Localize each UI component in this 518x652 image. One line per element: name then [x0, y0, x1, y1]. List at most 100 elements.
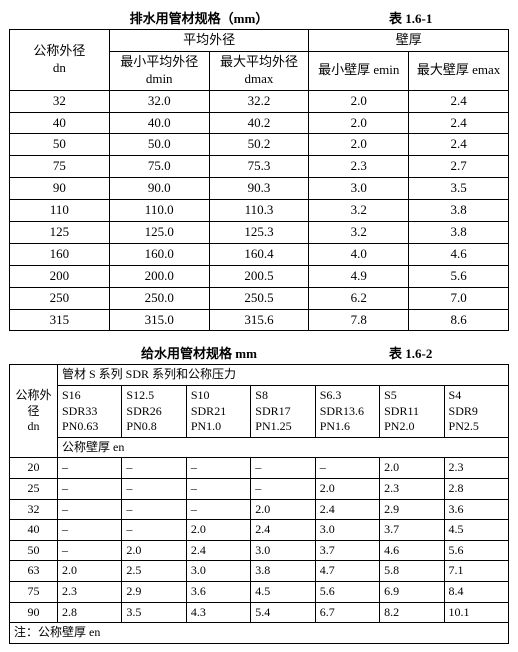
t2-footnote: 注：公称壁厚 en	[10, 623, 509, 644]
cell-dn: 25	[10, 479, 58, 500]
cell-emax: 2.7	[409, 156, 509, 178]
table-row: 200200.0200.54.95.6	[10, 265, 509, 287]
t2-series-header: S12.5SDR26PN0.8	[122, 386, 186, 438]
cell-value: 6.9	[380, 582, 444, 603]
cell-value: 2.4	[315, 499, 379, 520]
cell-dn: 110	[10, 200, 110, 222]
cell-dn: 200	[10, 265, 110, 287]
cell-emax: 3.5	[409, 178, 509, 200]
cell-dn: 75	[10, 156, 110, 178]
cell-emax: 4.6	[409, 243, 509, 265]
cell-value: 5.8	[380, 561, 444, 582]
cell-dmin: 90.0	[109, 178, 209, 200]
cell-value: –	[122, 499, 186, 520]
cell-value: 4.7	[315, 561, 379, 582]
cell-value: 3.7	[380, 520, 444, 541]
cell-dmin: 50.0	[109, 134, 209, 156]
cell-emin: 4.0	[309, 243, 409, 265]
cell-dmin: 160.0	[109, 243, 209, 265]
cell-value: 2.0	[315, 479, 379, 500]
t2-series-header: S6.3SDR13.6PN1.6	[315, 386, 379, 438]
cell-emax: 3.8	[409, 200, 509, 222]
t1-header-avg: 平均外径	[109, 30, 309, 52]
cell-value: 2.4	[186, 540, 250, 561]
table1: 公称外径 dn 平均外径 壁厚 最小平均外径 dmin 最大平均外径 dmax …	[9, 29, 509, 331]
cell-value: 2.8	[444, 479, 508, 500]
cell-value: 3.0	[186, 561, 250, 582]
table-row: 20–––––2.02.3	[10, 458, 509, 479]
cell-value: 2.9	[380, 499, 444, 520]
cell-dmax: 75.3	[209, 156, 309, 178]
cell-value: –	[122, 458, 186, 479]
cell-value: –	[122, 520, 186, 541]
cell-dn: 63	[10, 561, 58, 582]
cell-dmax: 315.6	[209, 309, 309, 331]
cell-dmin: 75.0	[109, 156, 209, 178]
cell-dmax: 50.2	[209, 134, 309, 156]
cell-emin: 2.0	[309, 134, 409, 156]
cell-value: 3.6	[444, 499, 508, 520]
table-row: 4040.040.22.02.4	[10, 112, 509, 134]
cell-dmin: 250.0	[109, 287, 209, 309]
cell-dn: 75	[10, 582, 58, 603]
cell-value: 2.0	[122, 540, 186, 561]
cell-value: 10.1	[444, 602, 508, 623]
cell-value: 5.4	[251, 602, 315, 623]
cell-value: 2.9	[122, 582, 186, 603]
cell-value: –	[122, 479, 186, 500]
cell-dn: 32	[10, 499, 58, 520]
cell-value: 4.5	[251, 582, 315, 603]
cell-emax: 8.6	[409, 309, 509, 331]
cell-emin: 3.0	[309, 178, 409, 200]
table-row: 7575.075.32.32.7	[10, 156, 509, 178]
cell-dmax: 90.3	[209, 178, 309, 200]
cell-emax: 2.4	[409, 112, 509, 134]
cell-value: –	[58, 479, 122, 500]
cell-value: 7.1	[444, 561, 508, 582]
cell-dmax: 200.5	[209, 265, 309, 287]
table-row: 160160.0160.44.04.6	[10, 243, 509, 265]
cell-emin: 2.3	[309, 156, 409, 178]
cell-value: 2.3	[444, 458, 508, 479]
table-row: 632.02.53.03.84.75.87.1	[10, 561, 509, 582]
cell-value: 8.2	[380, 602, 444, 623]
cell-value: 2.5	[122, 561, 186, 582]
cell-emax: 2.4	[409, 90, 509, 112]
cell-dmin: 125.0	[109, 222, 209, 244]
table-row: 32–––2.02.42.93.6	[10, 499, 509, 520]
cell-dmin: 32.0	[109, 90, 209, 112]
t2-series-header: S5SDR11PN2.0	[380, 386, 444, 438]
cell-dn: 40	[10, 112, 110, 134]
table-row: 5050.050.22.02.4	[10, 134, 509, 156]
table-row: 250250.0250.56.27.0	[10, 287, 509, 309]
t2-series-header: S4SDR9PN2.5	[444, 386, 508, 438]
cell-value: 2.4	[251, 520, 315, 541]
t2-series-header: S10SDR21PN1.0	[186, 386, 250, 438]
cell-value: 3.8	[251, 561, 315, 582]
cell-dmax: 125.3	[209, 222, 309, 244]
cell-value: –	[186, 458, 250, 479]
cell-value: 5.6	[444, 540, 508, 561]
cell-value: –	[251, 458, 315, 479]
table1-title-row: 排水用管材规格（mm） 表 1.6-1	[9, 8, 509, 27]
table-row: 9090.090.33.03.5	[10, 178, 509, 200]
cell-emin: 3.2	[309, 200, 409, 222]
table-row: 125125.0125.33.23.8	[10, 222, 509, 244]
cell-value: 8.4	[444, 582, 508, 603]
table2-title: 给水用管材规格 mm	[9, 343, 389, 362]
t2-header-en: 公称壁厚 en	[58, 437, 509, 458]
cell-emin: 2.0	[309, 90, 409, 112]
cell-dmin: 110.0	[109, 200, 209, 222]
table-row: 315315.0315.67.88.6	[10, 309, 509, 331]
t2-header-series: 管材 S 系列 SDR 系列和公称压力	[58, 365, 509, 386]
cell-value: 3.0	[315, 520, 379, 541]
cell-emin: 7.8	[309, 309, 409, 331]
cell-emin: 2.0	[309, 112, 409, 134]
cell-value: 4.5	[444, 520, 508, 541]
cell-dmin: 200.0	[109, 265, 209, 287]
cell-value: –	[186, 479, 250, 500]
cell-emax: 3.8	[409, 222, 509, 244]
cell-value: 4.6	[380, 540, 444, 561]
table-row: 752.32.93.64.55.66.98.4	[10, 582, 509, 603]
cell-value: –	[58, 458, 122, 479]
